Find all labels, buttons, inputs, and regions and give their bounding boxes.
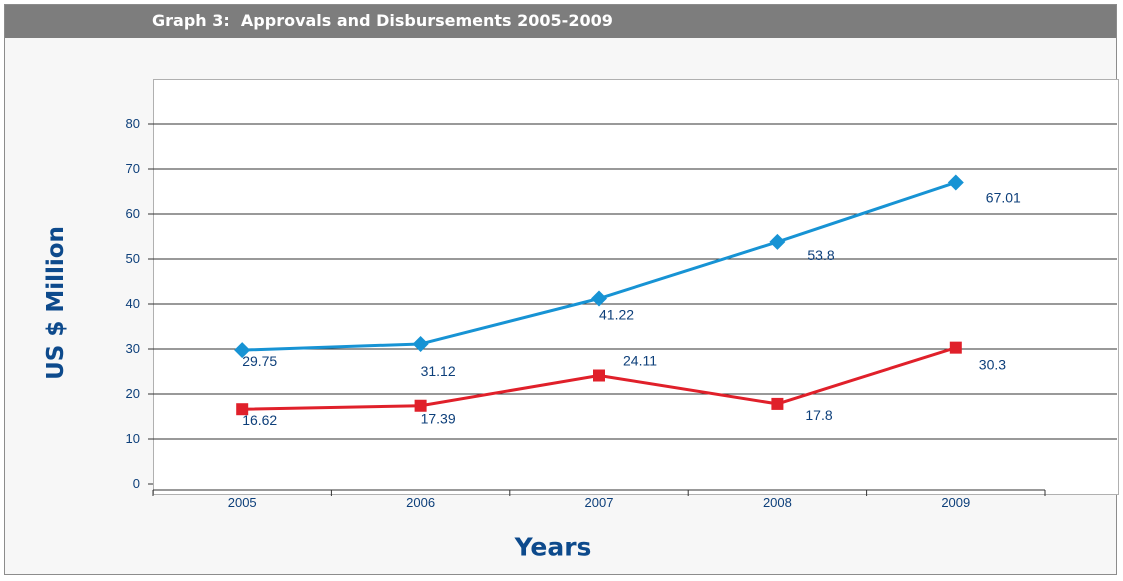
data-point-diamond [591,290,607,307]
data-point-diamond [947,174,964,191]
data-label: 16.62 [242,412,277,428]
data-point-square [593,369,605,382]
data-label: 29.75 [242,353,277,369]
y-tick-label: 20 [126,386,140,401]
y-tick-label: 30 [126,341,140,356]
data-label: 31.12 [421,363,456,379]
x-tick-label: 2009 [941,495,970,510]
data-point-diamond [769,233,786,250]
y-tick-label: 0 [133,476,140,491]
data-point-square [771,397,784,410]
x-tick-label: 2008 [763,495,792,510]
chart-title: Graph 3: Approvals and Disbursements 200… [152,11,613,30]
y-tick-label: 60 [126,206,140,221]
x-tick-label: 2007 [585,495,614,510]
y-tick-label: 50 [126,251,140,266]
data-label: 17.8 [805,407,832,423]
data-label: 41.22 [599,307,634,323]
series-line [242,181,957,352]
data-point-square [236,403,249,416]
data-label: 53.8 [807,247,834,263]
data-point-square [414,399,427,412]
data-label: 24.11 [623,353,657,369]
x-tick-label: 2005 [228,495,257,510]
x-axis-label: Years [514,532,592,562]
data-point-diamond [412,335,429,352]
y-tick-label: 70 [126,161,140,176]
data-label: 67.01 [986,189,1021,205]
data-point-square [949,341,962,354]
y-tick-label: 80 [126,116,140,131]
data-label: 17.39 [421,411,456,427]
data-label: 30.3 [979,357,1006,373]
chart-header-bar: Graph 3: Approvals and Disbursements 200… [5,5,1116,38]
y-axis-label: US $ Million [43,226,69,380]
line-chart: 0 10 20 30 40 50 60 70 80 2005 2006 2007 2008 2009 29.… [126,116,1117,510]
x-tick-label: 2006 [406,495,435,510]
y-tick-label: 40 [126,296,140,311]
y-tick-label: 10 [126,431,140,446]
chart-frame: Graph 3: Approvals and Disbursements 200… [4,4,1119,575]
data-point-diamond [234,342,251,359]
